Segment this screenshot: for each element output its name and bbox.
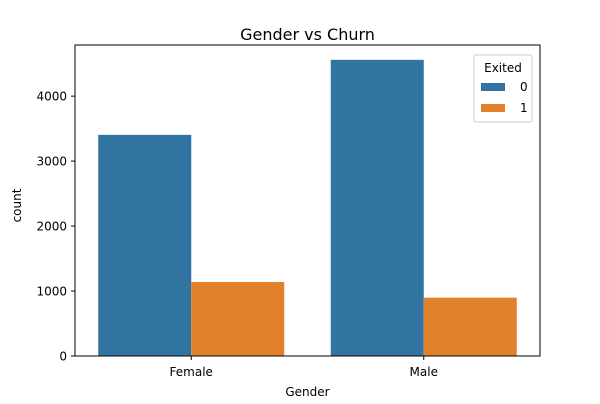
legend-label-exited-0: 0 [520,80,528,94]
axes-layer: 0 1000 2000 3000 4000 Female Male [36,44,541,379]
legend: Exited 0 1 [473,54,533,123]
plot-frame [74,44,541,357]
bar-female-exited-1 [191,282,285,356]
bar-female-exited-0 [98,134,192,356]
bar-male-exited-1 [423,297,517,356]
y-tick-label: 2000 [36,220,67,234]
legend-label-exited-1: 1 [520,101,528,115]
y-axis-title: count [10,188,24,222]
bar-male-exited-0 [330,59,424,357]
x-tick-label-female: Female [170,365,213,379]
y-tick-label: 3000 [36,155,67,169]
legend-swatch-exited-0 [481,83,505,91]
y-tick-label: 1000 [36,285,67,299]
legend-title: Exited [484,61,522,75]
legend-swatch-exited-1 [481,104,505,112]
x-axis-title: Gender [285,385,329,399]
y-tick-label: 4000 [36,90,67,104]
chart-title: Gender vs Churn [240,25,375,44]
y-tick-label: 0 [59,350,67,364]
x-tick-label-male: Male [410,365,438,379]
bars-layer [98,59,517,357]
